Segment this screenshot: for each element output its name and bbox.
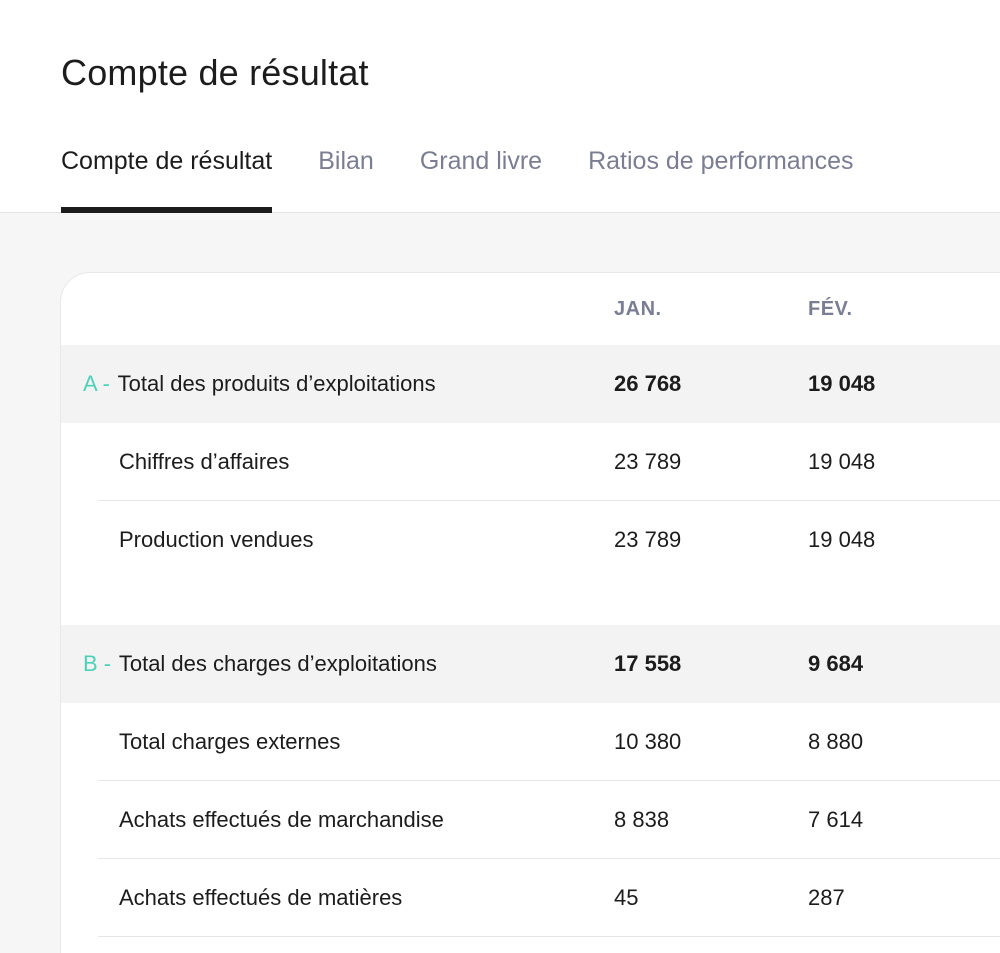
table-row-production-vendues[interactable]: Production vendues 23 789 19 048 <box>61 501 1000 579</box>
table-row-chiffres-affaires[interactable]: Chiffres d’affaires 23 789 19 048 <box>61 423 1000 501</box>
cell-jan: 17 558 <box>614 651 682 676</box>
cell-fev: 7 614 <box>808 807 864 832</box>
content-area: JAN. FÉV. A - Total des produits d’explo… <box>0 213 1000 953</box>
column-header-jan: JAN. <box>614 298 662 320</box>
row-divider <box>98 936 1000 937</box>
row-divider <box>98 780 1000 781</box>
row-label: Total des charges d’exploitations <box>118 651 437 676</box>
income-statement-table: JAN. FÉV. A - Total des produits d’explo… <box>60 272 1000 953</box>
cell-fev: 19 048 <box>808 527 876 552</box>
cell-jan: 23 789 <box>614 449 682 474</box>
row-label: Achats effectués de matières <box>119 885 403 910</box>
cell-fev: 9 684 <box>808 651 864 676</box>
row-label: Achats effectués de marchandise <box>119 807 444 832</box>
table-row-total-charges[interactable]: B - Total des charges d’exploitations 17… <box>61 625 1000 703</box>
row-divider <box>98 858 1000 859</box>
tab-compte-de-resultat[interactable]: Compte de résultat <box>61 143 273 213</box>
row-divider <box>98 500 1000 501</box>
tab-bilan[interactable]: Bilan <box>318 147 374 175</box>
cell-jan: 8 838 <box>614 807 670 832</box>
cell-fev: 19 048 <box>808 449 876 474</box>
page-title: Compte de résultat <box>61 52 369 93</box>
row-label: Total charges externes <box>119 729 341 754</box>
row-label: Production vendues <box>119 527 314 552</box>
table-row-total-produits[interactable]: A - Total des produits d’exploitations 2… <box>61 345 1000 423</box>
row-label: Chiffres d’affaires <box>119 449 290 474</box>
cell-jan: 23 789 <box>614 527 682 552</box>
table-row-achats-matieres[interactable]: Achats effectués de matières 45 287 <box>61 859 1000 937</box>
column-header-fev: FÉV. <box>808 298 853 320</box>
cell-jan: 45 <box>614 885 639 910</box>
tab-ratios-de-performances[interactable]: Ratios de performances <box>588 147 854 175</box>
cell-jan: 10 380 <box>614 729 682 754</box>
row-letter: A - <box>83 371 110 396</box>
table-row-charges-externes[interactable]: Total charges externes 10 380 8 880 <box>61 703 1000 781</box>
cell-fev: 287 <box>808 885 845 910</box>
header: Compte de résultat Compte de résultat Bi… <box>0 0 1000 213</box>
tab-grand-livre[interactable]: Grand livre <box>419 147 543 175</box>
tab-bar: Compte de résultat Bilan Grand livre Rat… <box>61 143 899 213</box>
cell-fev: 19 048 <box>808 371 876 396</box>
row-label: Total des produits d’exploitations <box>117 371 436 396</box>
table-row-achats-marchandise[interactable]: Achats effectués de marchandise 8 838 7 … <box>61 781 1000 859</box>
cell-jan: 26 768 <box>614 371 682 396</box>
cell-fev: 8 880 <box>808 729 864 754</box>
row-letter: B - <box>83 651 112 676</box>
